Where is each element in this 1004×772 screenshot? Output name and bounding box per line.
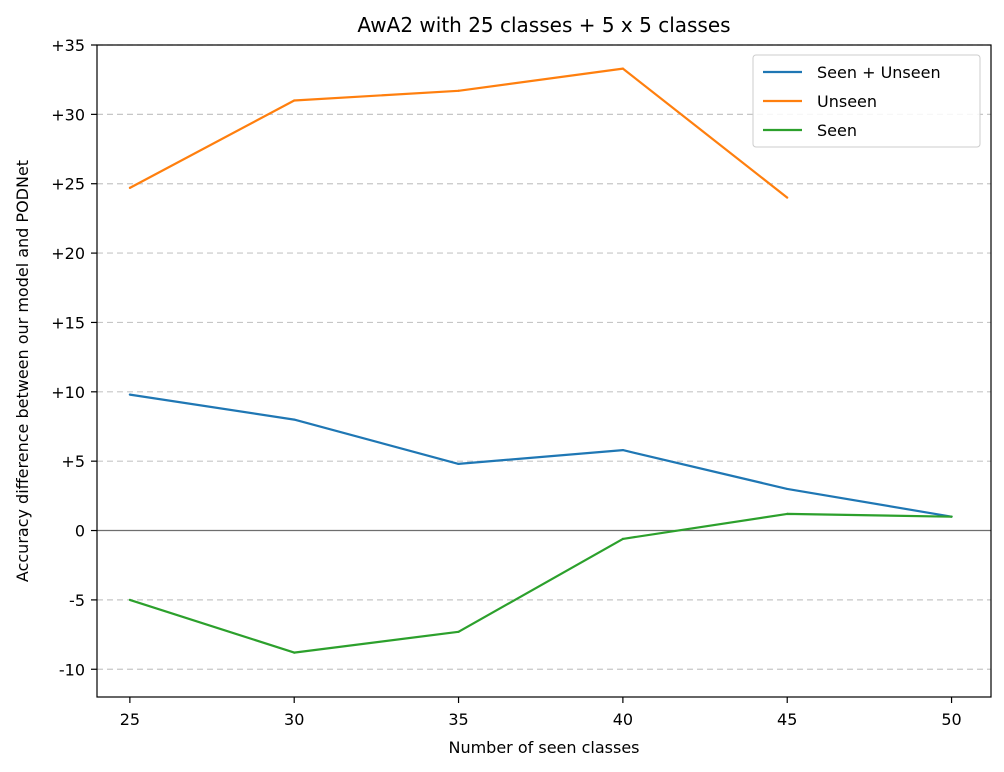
y-tick-label: 0 <box>75 522 85 541</box>
y-tick-label: +15 <box>51 313 85 332</box>
data-point <box>457 89 460 92</box>
y-axis-label: Accuracy difference between our model an… <box>13 160 32 582</box>
x-axis: 25 30 35 40 45 50 <box>120 697 962 729</box>
x-tick-label: 30 <box>284 710 304 729</box>
legend-label: Seen <box>817 121 857 140</box>
data-point <box>457 462 460 466</box>
y-tick-label: +25 <box>51 175 85 194</box>
plot-frame <box>96 44 992 698</box>
data-point <box>128 393 131 396</box>
data-point <box>786 487 789 491</box>
series-line-0 <box>129 393 952 518</box>
data-point <box>293 651 296 654</box>
y-tick-label: -10 <box>59 660 85 679</box>
data-point <box>293 418 296 421</box>
legend-label: Unseen <box>817 92 877 111</box>
series-line-2 <box>129 512 952 654</box>
x-tick-label: 40 <box>613 710 633 729</box>
y-tick-label: +10 <box>51 383 85 402</box>
data-point <box>621 448 624 452</box>
data-point <box>621 537 624 540</box>
data-point <box>786 196 789 199</box>
legend-label: Seen + Unseen <box>817 63 941 82</box>
legend: Seen + Unseen Unseen Seen <box>752 54 981 148</box>
y-tick-label: +20 <box>51 244 85 263</box>
data-point <box>128 598 131 601</box>
data-point <box>621 67 624 70</box>
y-tick-label: +35 <box>51 36 85 55</box>
data-point <box>293 99 296 102</box>
x-tick-label: 45 <box>777 710 797 729</box>
x-tick-label: 50 <box>941 710 961 729</box>
x-tick-label: 25 <box>120 710 140 729</box>
data-point <box>950 515 953 518</box>
x-axis-label: Number of seen classes <box>448 738 639 757</box>
y-tick-label: +30 <box>51 105 85 124</box>
y-axis: +35 +30 +25 +20 +15 +10 +5 0 -5 -10 <box>51 36 97 679</box>
series-lines <box>128 67 953 654</box>
chart-title: AwA2 with 25 classes + 5 x 5 classes <box>357 13 730 37</box>
x-tick-label: 35 <box>448 710 468 729</box>
data-point <box>128 186 131 189</box>
data-point <box>457 630 460 633</box>
y-tick-label: -5 <box>69 591 85 610</box>
data-point <box>786 512 789 515</box>
legend-box <box>752 54 981 148</box>
series-line-1 <box>129 67 788 199</box>
y-tick-label: +5 <box>61 452 85 471</box>
